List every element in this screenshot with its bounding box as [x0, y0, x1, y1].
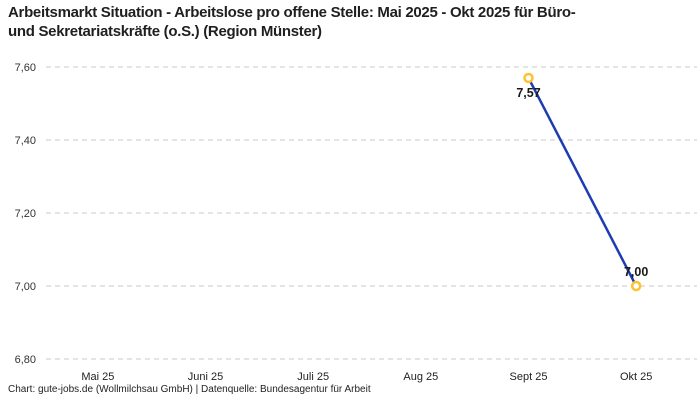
data-point-label: 7,00	[624, 265, 648, 279]
data-point-marker[interactable]	[630, 280, 642, 292]
y-tick-label: 7,40	[15, 135, 36, 147]
x-tick-label: Juni 25	[188, 371, 223, 383]
y-tick-label: 6,80	[15, 354, 36, 366]
x-tick-label: Mai 25	[81, 371, 114, 383]
chart-title-line2: und Sekretariatskräfte (o.S.) (Region Mü…	[8, 23, 322, 40]
y-tick-label: 7,60	[15, 62, 36, 74]
chart-credit: Chart: gute-jobs.de (Wollmilchsau GmbH) …	[8, 384, 371, 395]
y-tick-label: 7,00	[15, 281, 36, 293]
data-line	[527, 77, 638, 287]
data-point-label: 7,57	[516, 86, 540, 100]
y-tick-label: 7,20	[15, 208, 36, 220]
x-tick-label: Okt 25	[620, 371, 652, 383]
data-point-marker[interactable]	[523, 72, 534, 84]
x-tick-label: Juli 25	[297, 371, 329, 383]
chart-title-line1: Arbeitsmarkt Situation - Arbeitslose pro…	[8, 4, 576, 21]
chart-title: Arbeitsmarkt Situation - Arbeitslose pro…	[8, 3, 688, 41]
x-tick-label: Sept 25	[510, 371, 548, 383]
x-tick-label: Aug 25	[403, 371, 438, 383]
